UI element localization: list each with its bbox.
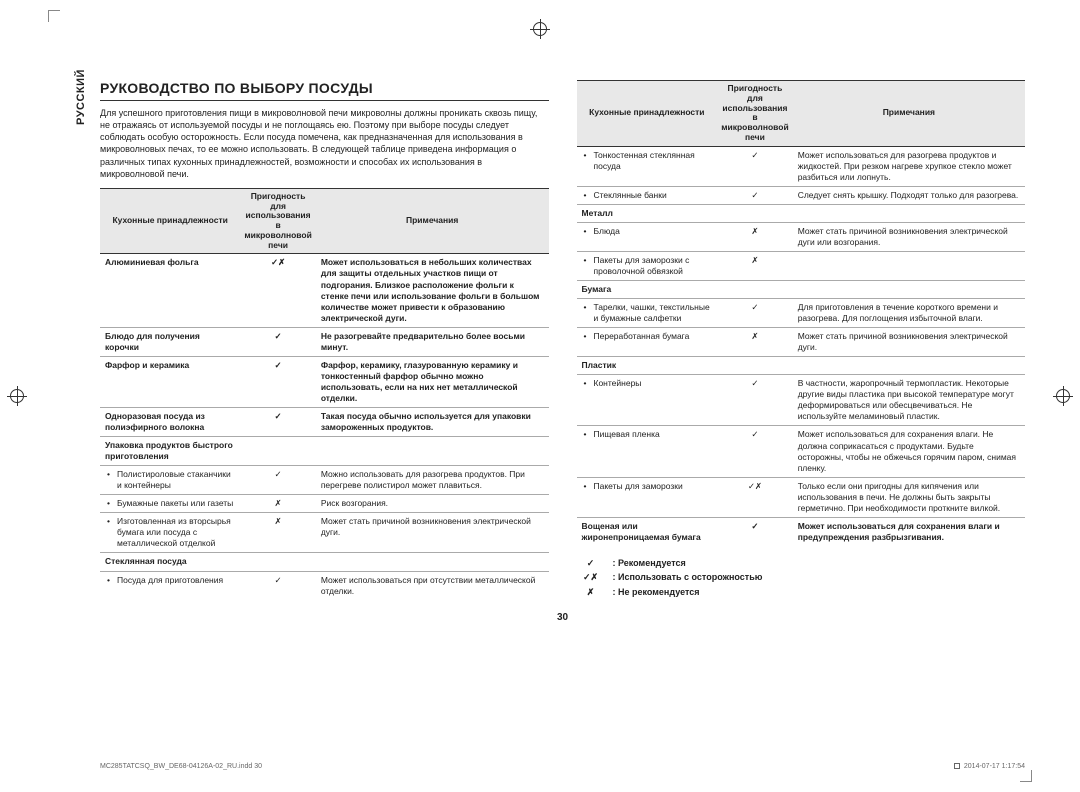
table-row: Изготовленная из вторсырья бумага или по… — [100, 513, 549, 553]
registration-mark — [10, 389, 24, 403]
table-row: Металл — [577, 204, 1026, 222]
table-row: Стеклянная посуда — [100, 553, 549, 571]
right-column: Кухонные принадлежности Пригодность для … — [577, 80, 1026, 600]
table-row: Алюминиевая фольга✓✗Может использоваться… — [100, 254, 549, 327]
th-safe: Пригодность для использования в микровол… — [240, 188, 316, 254]
crop-mark — [1020, 770, 1032, 782]
cookware-table-right: Кухонные принадлежности Пригодность для … — [577, 80, 1026, 546]
legend: ✓: Рекомендуется✓✗: Использовать с остор… — [577, 556, 1026, 599]
table-row: Тонкостенная стеклянная посуда✓Может исп… — [577, 146, 1026, 186]
crop-mark — [48, 10, 60, 22]
table-row: Одноразовая посуда из полиэфирного волок… — [100, 408, 549, 437]
table-row: Тарелки, чашки, текстильные и бумажные с… — [577, 299, 1026, 328]
left-column: РУКОВОДСТВО ПО ВЫБОРУ ПОСУДЫ Для успешно… — [100, 80, 549, 600]
table-row: Переработанная бумага✗Может стать причин… — [577, 328, 1026, 357]
th-notes: Примечания — [316, 188, 549, 254]
legend-row: ✗: Не рекомендуется — [577, 585, 1026, 599]
th-item: Кухонные принадлежности — [577, 81, 718, 147]
footer-file: MC285TATCSQ_BW_DE68-04126A-02_RU.indd 30 — [100, 763, 262, 770]
th-notes: Примечания — [793, 81, 1025, 147]
registration-mark — [1056, 389, 1070, 403]
table-row: Посуда для приготовления✓Может использов… — [100, 571, 549, 600]
table-row: Пакеты для заморозки✓✗Только если они пр… — [577, 477, 1026, 517]
table-row: Пищевая пленка✓Может использоваться для … — [577, 426, 1026, 477]
table-row: Блюда✗Может стать причиной возникновения… — [577, 222, 1026, 251]
language-tab: РУССКИЙ — [75, 69, 87, 125]
table-row: Пластик — [577, 357, 1026, 375]
table-row: Упаковка продуктов быстрого приготовлени… — [100, 437, 549, 466]
registration-mark — [533, 22, 547, 36]
print-footer: MC285TATCSQ_BW_DE68-04126A-02_RU.indd 30… — [100, 763, 1025, 770]
table-row: Бумажные пакеты или газеты✗Риск возгоран… — [100, 495, 549, 513]
legend-row: ✓: Рекомендуется — [577, 556, 1026, 570]
page-number: 30 — [100, 612, 1025, 623]
table-row: Контейнеры✓В частности, жаропрочный терм… — [577, 375, 1026, 426]
legend-row: ✓✗: Использовать с осторожностью — [577, 570, 1026, 584]
table-row: Полистироловые стаканчики и контейнеры✓М… — [100, 466, 549, 495]
cookware-table-left: Кухонные принадлежности Пригодность для … — [100, 188, 549, 600]
table-row: Блюдо для получения корочки✓Не разогрева… — [100, 327, 549, 356]
table-row: Фарфор и керамика✓Фарфор, керамику, глаз… — [100, 356, 549, 407]
th-item: Кухонные принадлежности — [100, 188, 240, 254]
table-row: Бумага — [577, 281, 1026, 299]
footer-date: 2014-07-17 1:17:54 — [954, 763, 1025, 770]
intro-text: Для успешного приготовления пищи в микро… — [100, 107, 549, 180]
table-row: Пакеты для заморозки с проволочной обвяз… — [577, 251, 1026, 280]
page-title: РУКОВОДСТВО ПО ВЫБОРУ ПОСУДЫ — [100, 80, 549, 101]
table-row: Вощеная или жиронепроницаемая бумага✓Мож… — [577, 517, 1026, 546]
th-safe: Пригодность для использования в микровол… — [717, 81, 793, 147]
table-row: Стеклянные банки✓Следует снять крышку. П… — [577, 186, 1026, 204]
